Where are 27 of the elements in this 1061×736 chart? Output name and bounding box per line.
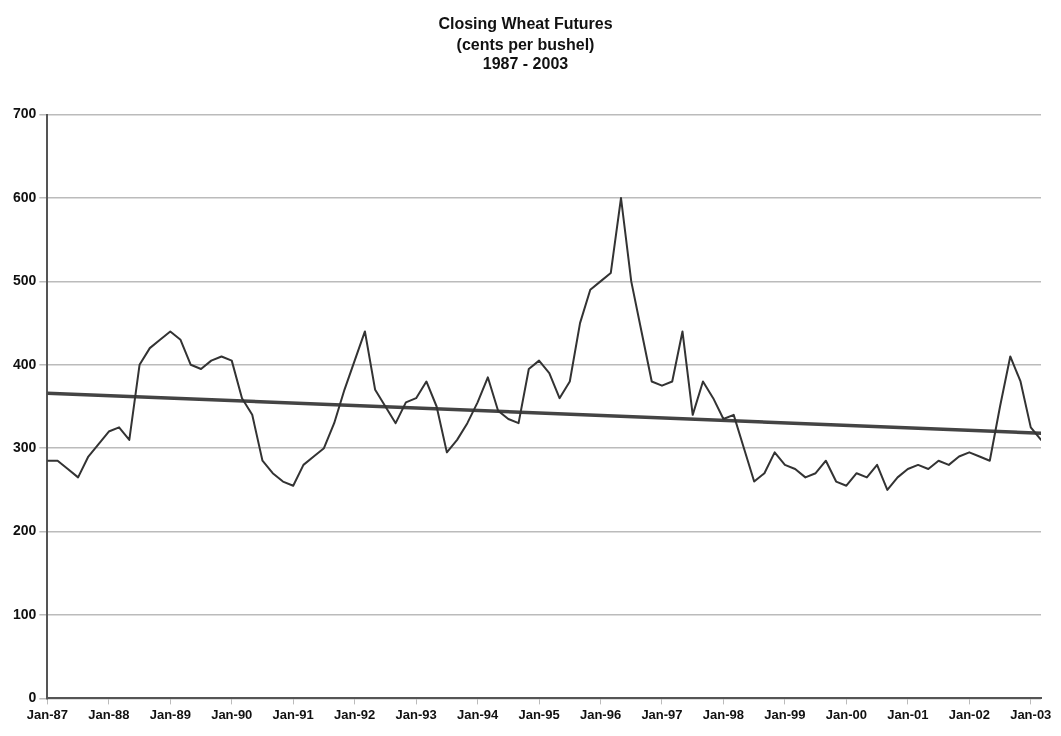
y-tick-label: 400 bbox=[13, 355, 37, 372]
x-tick-label: Jan-98 bbox=[702, 706, 745, 722]
x-tick-label: Jan-01 bbox=[887, 706, 929, 722]
y-tick-label: 500 bbox=[13, 272, 37, 289]
y-tick-label: 600 bbox=[13, 188, 37, 205]
x-tick-label: Jan-02 bbox=[948, 706, 990, 722]
x-tick-label: Jan-00 bbox=[825, 706, 867, 722]
x-tick-label: Jan-91 bbox=[272, 706, 314, 722]
y-tick-label: 0 bbox=[28, 689, 37, 706]
x-tick-label: Jan-99 bbox=[764, 706, 806, 722]
x-tick-label: Jan-93 bbox=[395, 706, 437, 722]
x-tick-label: Jan-90 bbox=[211, 706, 253, 722]
y-tick-label: 200 bbox=[13, 522, 37, 539]
x-tick-label: Jan-96 bbox=[579, 706, 622, 722]
chart-subtitle: (cents per bushel) 1987 - 2003 bbox=[456, 36, 595, 73]
y-tick-label: 300 bbox=[13, 439, 37, 456]
x-tick-label: Jan-88 bbox=[88, 706, 130, 722]
x-tick-label: Jan-89 bbox=[149, 706, 191, 722]
x-tick-label: Jan-03 bbox=[1010, 706, 1052, 722]
x-tick-label: Jan-97 bbox=[641, 706, 683, 722]
x-tick-label: Jan-94 bbox=[456, 706, 499, 722]
x-tick-label: Jan-92 bbox=[334, 706, 376, 722]
y-tick-label: 700 bbox=[13, 105, 37, 122]
y-tick-label: 100 bbox=[13, 605, 37, 622]
x-tick-label: Jan-87 bbox=[26, 706, 68, 722]
x-tick-label: Jan-95 bbox=[518, 706, 560, 722]
chart-title: Closing Wheat Futures bbox=[438, 15, 613, 33]
